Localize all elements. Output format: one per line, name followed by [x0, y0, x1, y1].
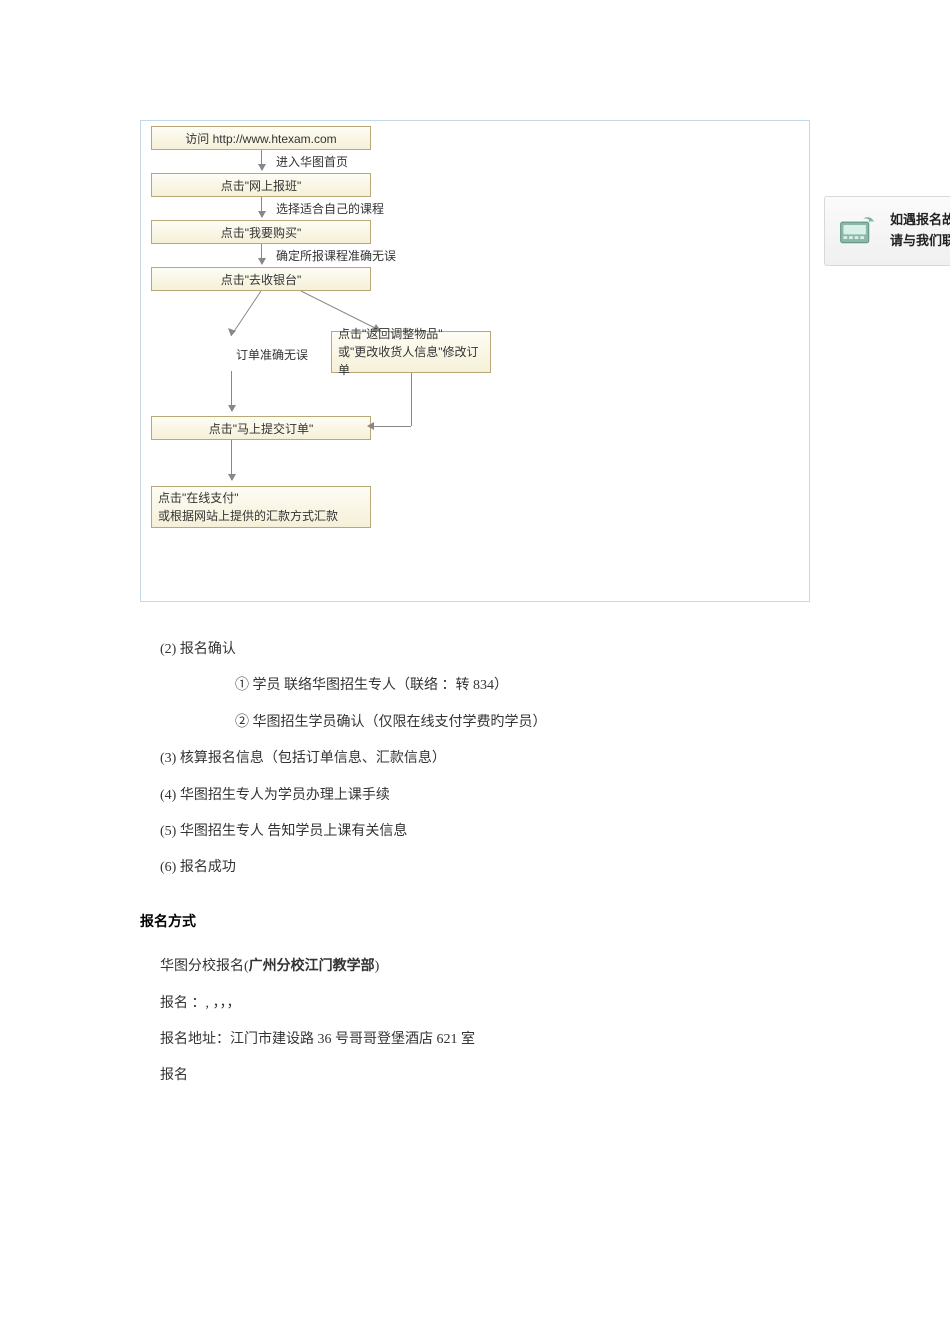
arrow-icon: [261, 244, 262, 264]
flow-box-pay: 点击"在线支付" 或根据网站上提供的汇款方式汇款: [151, 486, 371, 528]
item-2: (2) 报名确认: [160, 632, 810, 668]
arrow-icon: [261, 150, 262, 170]
section-title: 报名方式: [140, 905, 810, 941]
arrow-icon: [231, 371, 232, 411]
arrow-icon: [261, 197, 262, 217]
method-3: 报名地址：江门市建设路 36 号哥哥登堡酒店 621 室: [160, 1022, 810, 1058]
item-5: (5) 华图招生专人 告知学员上课有关信息: [160, 814, 810, 850]
method-2: 报名 ：, ，，，: [160, 986, 810, 1022]
item-2b: ② 华图招生学员确认（仅限在线支付学费旳学员）: [235, 705, 810, 741]
item-3: (3) 核算报名信息（包括订单信息、汇款信息）: [160, 741, 810, 777]
arrow-icon: [231, 440, 232, 480]
flow-box-checkout: 点击"去收银台": [151, 267, 371, 291]
method-1-pre: 华图分校报名(: [160, 959, 249, 974]
method-1-bold: 广州分校江门教学部: [249, 959, 375, 974]
flow-box-signup: 点击"网上报班": [151, 173, 371, 197]
document-body: (2) 报名确认 ① 学员 联络华图招生专人（联络 ：转 834） ② 华图招生…: [140, 632, 810, 1095]
method-1: 华图分校报名(广州分校江门教学部): [160, 949, 810, 985]
contact-text: 如遇报名故障或有疑问， 请与我们联系：4006-42-4006: [890, 210, 950, 252]
flow-label-confirm: 确定所报课程准确无误: [276, 247, 396, 264]
contact-line1: 如遇报名故障或有疑问，: [890, 210, 950, 231]
arrow-icon: [367, 422, 374, 430]
method-4: 报名: [160, 1058, 810, 1094]
method-1-post: ): [375, 959, 380, 974]
document-page: 访问 http://www.htexam.com 进入华图首页 点击"网上报班"…: [0, 0, 950, 1175]
flowchart: 访问 http://www.htexam.com 进入华图首页 点击"网上报班"…: [140, 120, 810, 602]
contact-box: 如遇报名故障或有疑问， 请与我们联系：4006-42-4006: [824, 196, 950, 266]
contact-line2: 请与我们联系：4006-42-4006: [890, 231, 950, 252]
arrow-icon: [373, 426, 411, 427]
phone-icon: [835, 209, 880, 254]
item-6: (6) 报名成功: [160, 850, 810, 886]
flow-box-modify: 点击"返回调整物品" 或"更改收货人信息"修改订单: [331, 331, 491, 373]
arrow-icon: [411, 373, 412, 426]
flow-box-visit: 访问 http://www.htexam.com: [151, 126, 371, 150]
item-4: (4) 华图招生专人为学员办理上课手续: [160, 778, 810, 814]
flow-label-choose: 选择适合自己的课程: [276, 200, 384, 217]
flow-label-order-ok: 订单准确无误: [236, 346, 308, 363]
flow-box-buy: 点击"我要购买": [151, 220, 371, 244]
flow-box-submit: 点击"马上提交订单": [151, 416, 371, 440]
item-2a: ① 学员 联络华图招生专人（联络 ：转 834）: [235, 668, 810, 704]
flow-label-homepage: 进入华图首页: [276, 153, 348, 170]
